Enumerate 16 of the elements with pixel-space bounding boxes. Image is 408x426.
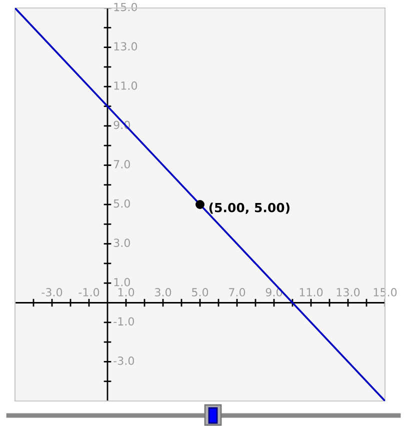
x-tick-label: -3.0 xyxy=(42,288,62,296)
x-tick-label: 11.0 xyxy=(300,288,323,296)
x-tick-label: 13.0 xyxy=(336,288,360,296)
x-tick-label: 5.0 xyxy=(192,288,208,296)
annotation: (5.00, 5.00) xyxy=(209,202,290,214)
y-tick-label: 1.0 xyxy=(114,278,130,286)
x-tick-label: 3.0 xyxy=(155,288,172,296)
y-tick-label: 11.0 xyxy=(114,81,138,90)
y-tick-label: -1.0 xyxy=(114,317,134,326)
y-tick-label: -3.0 xyxy=(114,356,134,365)
y-tick-label: 7.0 xyxy=(114,160,130,168)
y-tick-label: 5.0 xyxy=(114,199,130,208)
x-tick-label: 7.0 xyxy=(229,288,246,296)
y-tick-label: 3.0 xyxy=(114,238,130,248)
x-tick-label: -1.0 xyxy=(78,288,100,296)
y-tick-label: 13.0 xyxy=(114,42,138,51)
